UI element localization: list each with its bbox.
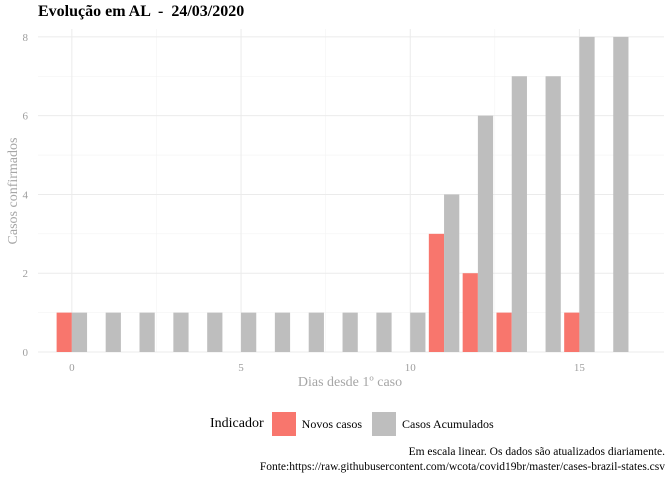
- bar-casos-acumulados-11: [444, 194, 460, 352]
- bar-casos-acumulados-4: [207, 312, 223, 352]
- legend-key-novos-casos: [271, 412, 296, 436]
- y-tick-labels: 0 2 4 6 8: [23, 32, 29, 359]
- bar-casos-acumulados-2: [139, 312, 155, 352]
- bar-novos-casos-12: [462, 273, 478, 352]
- caption: Em escala linear. Os dados são atualizad…: [260, 445, 665, 475]
- bar-casos-acumulados-0: [71, 312, 88, 352]
- x-tick-label: 0: [69, 362, 75, 374]
- bars: [56, 36, 629, 352]
- x-tick-label: 15: [574, 362, 586, 374]
- legend-label-novos-casos: Novos casos: [301, 416, 362, 431]
- x-tick-label: 5: [238, 362, 244, 374]
- caption-line-1: Em escala linear. Os dados são atualizad…: [408, 446, 665, 458]
- x-tick-labels: 0 5 10 15: [69, 362, 585, 374]
- caption-line-2: Fonte:https://raw.githubusercontent.com/…: [259, 461, 665, 473]
- bar-novos-casos-15: [564, 312, 580, 352]
- bar-casos-acumulados-10: [410, 312, 426, 352]
- bar-casos-acumulados-16: [613, 36, 629, 352]
- y-axis-title: Casos confirmados: [6, 138, 21, 245]
- bar-casos-acumulados-14: [545, 76, 561, 352]
- legend: Indicador Novos casos Casos Acumulados: [210, 412, 504, 436]
- x-tick-label: 10: [405, 362, 417, 374]
- legend-key-casos-acumulados: [371, 412, 396, 436]
- legend-label-casos-acumulados: Casos Acumulados: [401, 416, 494, 431]
- bar-casos-acumulados-7: [308, 312, 324, 352]
- bar-casos-acumulados-8: [342, 312, 358, 352]
- chart-title: Evolução em AL - 24/03/2020: [38, 3, 245, 20]
- y-tick-label: 8: [23, 32, 29, 44]
- bar-casos-acumulados-5: [241, 312, 257, 352]
- bar-novos-casos-13: [496, 312, 512, 352]
- y-tick-label: 4: [23, 189, 29, 201]
- y-tick-label: 2: [23, 268, 29, 280]
- x-axis-title: Dias desde 1º caso: [298, 375, 402, 390]
- bar-casos-acumulados-9: [376, 312, 392, 352]
- bar-novos-casos-0: [56, 312, 72, 352]
- y-tick-label: 6: [23, 111, 29, 123]
- bar-casos-acumulados-12: [477, 115, 494, 352]
- bar-casos-acumulados-6: [274, 312, 291, 352]
- bar-novos-casos-11: [428, 233, 445, 352]
- bar-casos-acumulados-1: [105, 312, 121, 352]
- gridlines: [38, 29, 664, 353]
- bar-casos-acumulados-13: [511, 76, 527, 352]
- y-tick-label: 0: [23, 347, 29, 359]
- bar-casos-acumulados-3: [173, 312, 189, 352]
- bar-casos-acumulados-15: [579, 36, 595, 352]
- legend-title: Indicador: [210, 416, 264, 431]
